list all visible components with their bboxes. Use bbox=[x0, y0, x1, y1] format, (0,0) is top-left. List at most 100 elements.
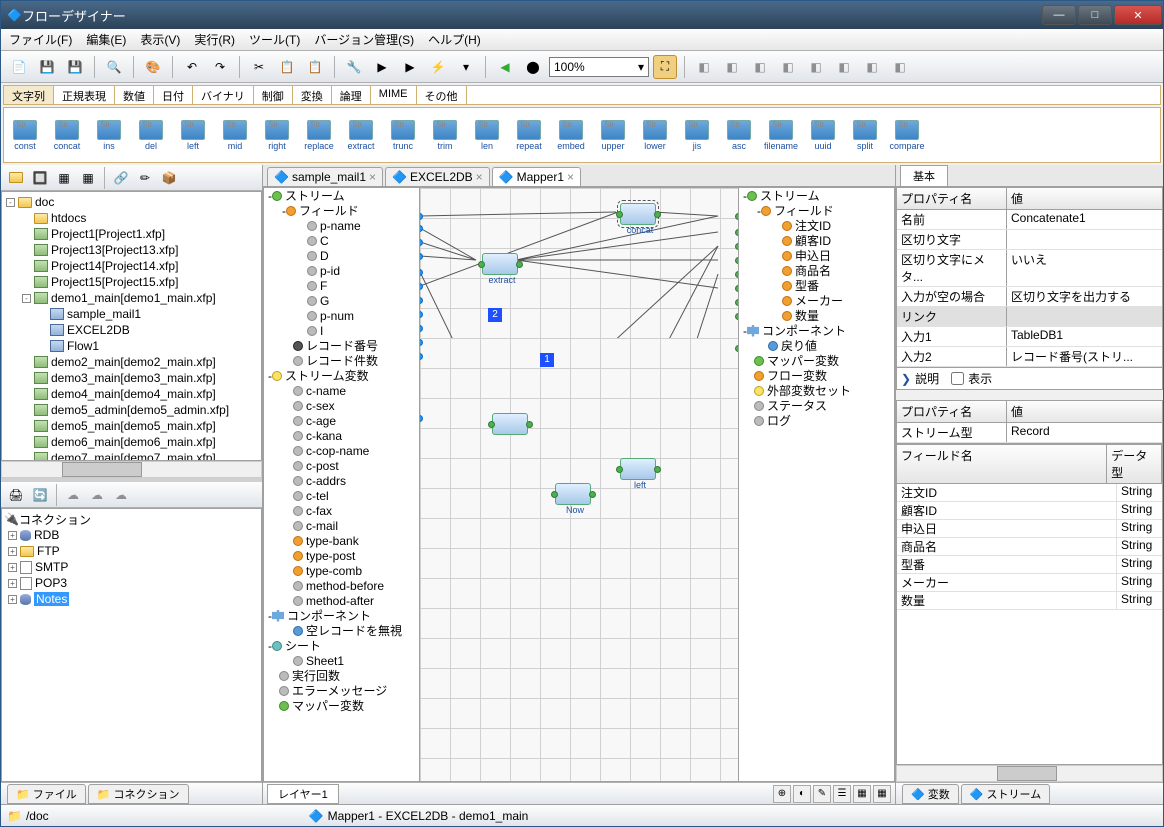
field-item[interactable]: ログ bbox=[739, 413, 894, 428]
canvas-node-now[interactable]: Now bbox=[555, 483, 591, 505]
canvas-node-left[interactable]: left bbox=[620, 458, 656, 480]
prop-row[interactable]: 区切り文字 bbox=[897, 230, 1162, 250]
field-item[interactable]: F bbox=[264, 278, 419, 293]
node-port[interactable] bbox=[478, 261, 485, 268]
filter-tab[interactable]: 制御 bbox=[254, 86, 293, 104]
field-item[interactable]: 顧客ID bbox=[739, 233, 894, 248]
prop-row[interactable]: リンク bbox=[897, 307, 1162, 327]
function-trunc[interactable]: trunc bbox=[386, 120, 420, 151]
close-button[interactable]: ✕ bbox=[1114, 5, 1162, 25]
pt-b5[interactable]: 🔗 bbox=[110, 167, 132, 189]
function-upper[interactable]: upper bbox=[596, 120, 630, 151]
output-port[interactable] bbox=[735, 345, 739, 352]
filter-tab[interactable]: 変換 bbox=[293, 86, 332, 104]
tree-item[interactable]: htdocs bbox=[4, 210, 259, 226]
filter-tab[interactable]: 正規表現 bbox=[54, 86, 115, 104]
field-item[interactable]: Sheet1 bbox=[264, 653, 419, 668]
field-item[interactable]: 型番 bbox=[739, 278, 894, 293]
input-tree[interactable]: -ストリーム-フィールドp-nameCDp-idFGp-numIレコード番号レコ… bbox=[263, 187, 419, 782]
field-item[interactable]: 数量 bbox=[739, 308, 894, 323]
field-item[interactable]: 空レコードを無視 bbox=[264, 623, 419, 638]
field-item[interactable]: レコード件数 bbox=[264, 353, 419, 368]
menu-item[interactable]: 表示(V) bbox=[140, 31, 180, 48]
conn-item[interactable]: +FTP bbox=[4, 543, 259, 559]
project-tree-hscroll[interactable] bbox=[1, 461, 262, 478]
prop-row[interactable]: 名前Concatenate1 bbox=[897, 210, 1162, 230]
project-tree[interactable]: -dochtdocsProject1[Project1.xfp] Project1… bbox=[1, 191, 262, 461]
filter-tab[interactable]: 数値 bbox=[115, 86, 154, 104]
field-item[interactable]: c-name bbox=[264, 383, 419, 398]
field-item[interactable]: type-post bbox=[264, 548, 419, 563]
tree-item[interactable]: demo2_main[demo2_main.xfp] bbox=[4, 354, 259, 370]
function-const[interactable]: const bbox=[8, 120, 42, 151]
field-grid[interactable]: フィールド名データ型 注文IDString顧客IDString申込日String… bbox=[896, 444, 1163, 765]
mapper-canvas[interactable]: concatextractleftNow21 bbox=[419, 187, 739, 782]
field-row[interactable]: メーカーString bbox=[897, 574, 1162, 592]
field-item[interactable]: method-before bbox=[264, 578, 419, 593]
tb-undo[interactable]: ↶ bbox=[180, 55, 204, 79]
stream-prop-grid[interactable]: プロパティ名値ストリーム型Record bbox=[896, 400, 1163, 444]
tree-item[interactable]: -demo1_main[demo1_main.xfp] bbox=[4, 290, 259, 306]
field-item[interactable]: I bbox=[264, 323, 419, 338]
right-bottom-tab[interactable]: 🔷 ストリーム bbox=[961, 784, 1050, 804]
tb-palette[interactable]: 🎨 bbox=[141, 55, 165, 79]
tb-stop[interactable]: ⬤ bbox=[521, 55, 545, 79]
tab-close[interactable]: × bbox=[476, 170, 483, 184]
tree-item[interactable]: Project14[Project14.xfp] bbox=[4, 258, 259, 274]
right-bottom-tab[interactable]: 🔷 変数 bbox=[902, 784, 959, 804]
field-item[interactable]: 商品名 bbox=[739, 263, 894, 278]
tree-item[interactable]: Project1[Project1.xfp] bbox=[4, 226, 259, 242]
field-item[interactable]: フロー変数 bbox=[739, 368, 894, 383]
function-uuid[interactable]: uuid bbox=[806, 120, 840, 151]
tree-item[interactable]: -doc bbox=[4, 194, 259, 210]
tb-save[interactable]: 💾 bbox=[35, 55, 59, 79]
function-repeat[interactable]: repeat bbox=[512, 120, 546, 151]
field-row[interactable]: 商品名String bbox=[897, 538, 1162, 556]
field-item[interactable]: 外部変数セット bbox=[739, 383, 894, 398]
tab-close[interactable]: × bbox=[567, 170, 574, 184]
field-item[interactable]: マッパー変数 bbox=[264, 698, 419, 713]
pt-open[interactable] bbox=[5, 167, 27, 189]
field-item[interactable]: レコード番号 bbox=[264, 338, 419, 353]
tree-item[interactable]: demo4_main[demo4_main.xfp] bbox=[4, 386, 259, 402]
ct-refresh[interactable]: 🔄 bbox=[29, 484, 51, 506]
left-tab[interactable]: 📁 コネクション bbox=[88, 784, 189, 804]
output-port[interactable] bbox=[735, 271, 739, 278]
tb-new[interactable]: 📄 bbox=[7, 55, 31, 79]
field-item[interactable]: -コンポーネント bbox=[739, 323, 894, 338]
menu-item[interactable]: ヘルプ(H) bbox=[428, 31, 481, 48]
field-row[interactable]: 注文IDString bbox=[897, 484, 1162, 502]
field-item[interactable]: エラーメッセージ bbox=[264, 683, 419, 698]
pt-b2[interactable]: 🔲 bbox=[29, 167, 51, 189]
conn-item[interactable]: +SMTP bbox=[4, 559, 259, 575]
tree-item[interactable]: Flow1 bbox=[4, 338, 259, 354]
menu-item[interactable]: ツール(T) bbox=[249, 31, 300, 48]
maximize-button[interactable]: □ bbox=[1078, 5, 1112, 25]
minimize-button[interactable]: — bbox=[1042, 5, 1076, 25]
tree-item[interactable]: sample_mail1 bbox=[4, 306, 259, 322]
output-port[interactable] bbox=[735, 213, 739, 220]
node-port[interactable] bbox=[551, 491, 558, 498]
cf-i6[interactable]: ▦ bbox=[873, 785, 891, 803]
field-item[interactable]: c-tel bbox=[264, 488, 419, 503]
prop-row[interactable]: 入力1TableDB1 bbox=[897, 327, 1162, 347]
tb-dd[interactable]: ▾ bbox=[454, 55, 478, 79]
node-port[interactable] bbox=[616, 466, 623, 473]
cf-i3[interactable]: ✎ bbox=[813, 785, 831, 803]
tb-cut[interactable]: ✂ bbox=[247, 55, 271, 79]
field-item[interactable]: -ストリーム bbox=[739, 188, 894, 203]
field-item[interactable]: p-name bbox=[264, 218, 419, 233]
left-tab[interactable]: 📁 ファイル bbox=[7, 784, 86, 804]
tb-find[interactable]: 🔍 bbox=[102, 55, 126, 79]
tb-g4[interactable]: ◧ bbox=[776, 55, 800, 79]
tb-g2[interactable]: ◧ bbox=[720, 55, 744, 79]
node-port[interactable] bbox=[616, 211, 623, 218]
tb-g3[interactable]: ◧ bbox=[748, 55, 772, 79]
field-item[interactable]: c-cop-name bbox=[264, 443, 419, 458]
tb-fit[interactable]: ⛶ bbox=[653, 55, 677, 79]
field-row[interactable]: 申込日String bbox=[897, 520, 1162, 538]
node-port[interactable] bbox=[526, 421, 533, 428]
field-item[interactable]: -シート bbox=[264, 638, 419, 653]
output-port[interactable] bbox=[735, 257, 739, 264]
conn-item[interactable]: +RDB bbox=[4, 527, 259, 543]
